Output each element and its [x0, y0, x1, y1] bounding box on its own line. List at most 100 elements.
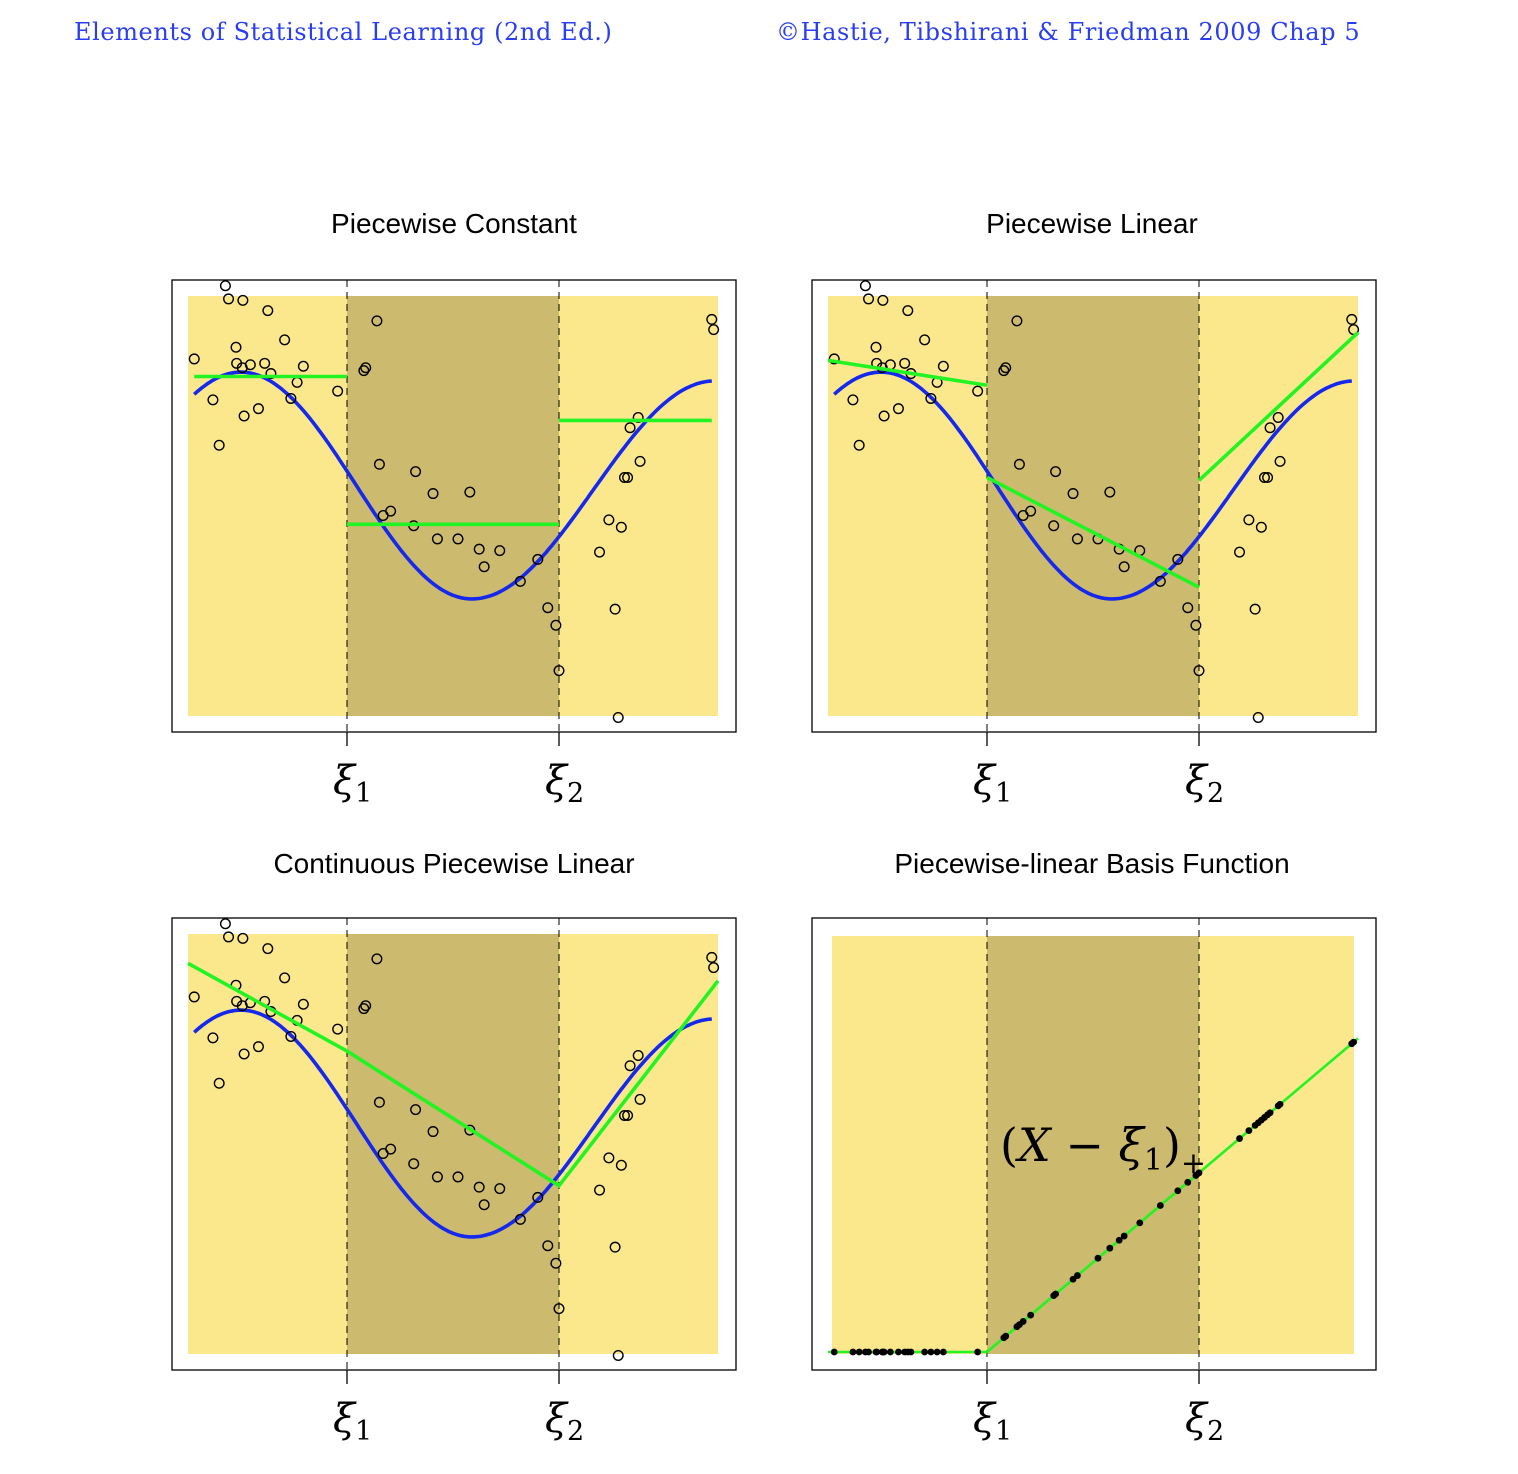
basis-point — [1019, 1318, 1027, 1325]
data-point — [237, 932, 249, 944]
data-point — [252, 403, 264, 415]
basis-point — [1266, 1109, 1274, 1117]
annotation-xi: ξ — [1119, 1118, 1147, 1172]
data-point — [1249, 603, 1261, 615]
data-point — [1346, 313, 1358, 325]
data-point — [532, 553, 544, 565]
data-point — [464, 486, 476, 498]
basis-point — [849, 1348, 857, 1356]
data-point — [615, 521, 627, 533]
basis-point — [1027, 1311, 1035, 1319]
data-point — [863, 293, 875, 305]
data-point — [332, 1023, 344, 1035]
data-point — [431, 1171, 443, 1183]
data-point — [478, 1199, 490, 1211]
x-tick-subscript-1: 1 — [995, 778, 1012, 809]
data-point — [603, 514, 615, 526]
annotation-plus: + — [1181, 1146, 1206, 1181]
data-point — [262, 943, 274, 955]
data-point — [410, 466, 422, 478]
data-point — [618, 471, 630, 483]
data-point — [847, 394, 859, 406]
data-point — [494, 1183, 506, 1195]
basis-point — [895, 1348, 902, 1356]
data-point — [279, 334, 291, 346]
fit-line — [187, 961, 720, 1189]
data-point — [622, 471, 634, 483]
data-point — [1252, 711, 1264, 723]
data-point — [612, 711, 624, 723]
data-point — [373, 1096, 385, 1108]
x-tick-subscript-1: 1 — [995, 1416, 1012, 1447]
data-point — [279, 972, 291, 984]
data-point — [998, 365, 1010, 377]
data-point — [385, 505, 397, 517]
region-middle — [347, 296, 559, 716]
data-point — [542, 1240, 554, 1252]
data-point — [297, 360, 309, 372]
data-point — [297, 998, 309, 1010]
basis-annotation: (X − ξ1)+ — [1000, 1118, 1206, 1181]
basis-point — [1156, 1202, 1164, 1209]
data-point — [478, 561, 490, 573]
basis-point — [830, 1348, 838, 1356]
region-right — [1199, 936, 1354, 1354]
data-point — [514, 575, 526, 587]
data-point — [213, 1077, 225, 1089]
basis-point — [1106, 1244, 1114, 1252]
data-point — [408, 1158, 420, 1170]
x-tick-label-1: ξ1 — [333, 758, 372, 809]
x-tick-label-1: ξ1 — [973, 758, 1012, 809]
data-point — [1182, 602, 1194, 614]
basis-point — [933, 1348, 941, 1356]
x-tick-subscript-2: 2 — [1207, 778, 1224, 809]
header-left: Elements of Statistical Learning (2nd Ed… — [74, 18, 613, 46]
x-tick-label-2: ξ2 — [1185, 1396, 1224, 1447]
data-point — [188, 991, 200, 1003]
data-point — [870, 341, 882, 353]
data-point — [514, 1213, 526, 1225]
data-point — [219, 918, 231, 930]
data-point — [1013, 458, 1025, 470]
annotation-open: ( — [1000, 1118, 1018, 1172]
basis-point — [865, 1348, 872, 1356]
data-point — [1118, 561, 1130, 573]
data-point — [1272, 411, 1284, 423]
data-point — [230, 341, 242, 353]
data-point — [853, 439, 865, 451]
data-point — [902, 305, 914, 317]
annotation-minus: − — [1051, 1118, 1119, 1172]
data-point — [332, 385, 344, 397]
data-point — [859, 280, 871, 292]
basis-point — [1195, 1169, 1203, 1177]
data-point — [594, 546, 606, 558]
region-middle — [987, 296, 1199, 716]
figure-header: Elements of Statistical Learning (2nd Ed… — [0, 14, 1518, 54]
basis-point — [1245, 1127, 1253, 1135]
data-point — [877, 294, 889, 306]
basis-point — [1276, 1100, 1284, 1108]
data-point — [452, 533, 464, 545]
data-point — [550, 619, 562, 631]
basis-point — [886, 1348, 894, 1356]
data-point — [265, 368, 277, 380]
basis-point — [1184, 1178, 1192, 1186]
data-point — [219, 280, 231, 292]
true-curve — [193, 1008, 712, 1239]
data-point — [634, 455, 646, 467]
data-point — [1274, 455, 1286, 467]
data-point — [634, 1093, 646, 1105]
data-point — [223, 931, 235, 943]
basis-point — [873, 1348, 881, 1356]
basis-point — [1236, 1135, 1243, 1142]
data-point — [1104, 486, 1116, 498]
data-point — [252, 1041, 264, 1053]
data-point — [706, 951, 718, 963]
data-point — [919, 334, 931, 346]
true-curve — [833, 370, 1352, 601]
data-point — [1172, 553, 1184, 565]
panel-1: ξ1 ξ2 Piecewise Constant — [171, 208, 737, 809]
x-tick-label-2: ξ2 — [545, 758, 584, 809]
basis-point — [974, 1348, 982, 1356]
